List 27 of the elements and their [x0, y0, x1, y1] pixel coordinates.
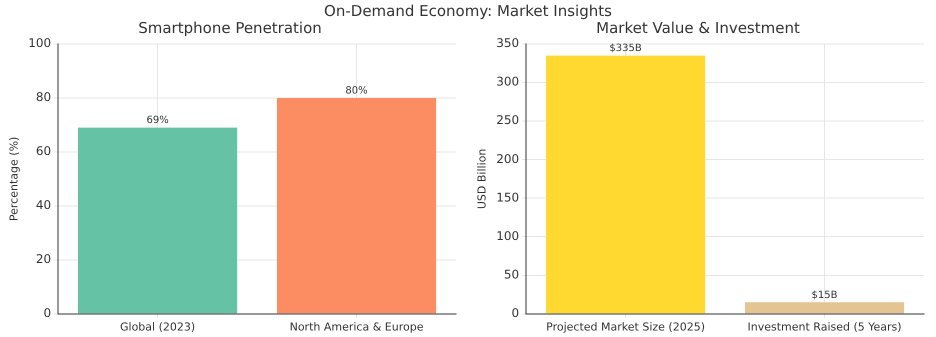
x-tick-label: Global (2023)	[120, 320, 196, 334]
y-tick-label: 300	[496, 74, 520, 89]
data-label: 69%	[146, 115, 169, 126]
y-tick-label: 0	[511, 306, 520, 320]
data-label: $15B	[812, 290, 838, 301]
y-tick-label: 200	[496, 152, 520, 166]
y-tick-label: 100	[28, 36, 52, 50]
y-tick-label: 80	[36, 90, 52, 104]
data-label: 80%	[345, 86, 368, 97]
chart-title: Market Value & Investment	[596, 18, 800, 37]
y-tick-label: 40	[36, 198, 52, 212]
chart-title: Smartphone Penetration	[138, 18, 322, 37]
y-tick-label: 350	[496, 36, 520, 50]
text: On-Demand Economy: Market Insights	[323, 2, 613, 20]
x-tick-label: Projected Market Size (2025)	[546, 320, 706, 334]
y-axis-title: USD Billion	[475, 148, 488, 210]
y-tick-label: 20	[36, 252, 52, 266]
y-tick-label: 60	[36, 144, 52, 158]
y-axis-title: Percentage (%)	[7, 136, 20, 222]
data-label: $335B	[609, 43, 642, 54]
x-tick-label: North America & Europe	[290, 320, 424, 334]
y-tick-label: 250	[496, 113, 520, 128]
x-tick-label: Investment Raised (5 Years)	[747, 320, 902, 334]
y-tick-label: 0	[43, 306, 52, 320]
y-tick-label: 150	[496, 190, 520, 204]
y-tick-label: 100	[496, 228, 520, 243]
y-tick-label: 50	[504, 267, 520, 282]
